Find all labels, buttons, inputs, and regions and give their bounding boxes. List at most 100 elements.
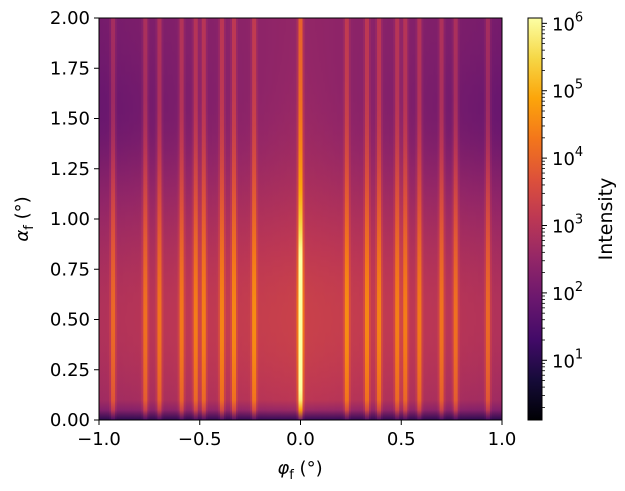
heatmap-column: [389, 18, 392, 420]
heatmap-column: [336, 18, 340, 420]
heatmap-column: [242, 18, 245, 420]
heatmap-column: [340, 18, 344, 420]
heatmap-column: [207, 18, 211, 420]
heatmap-column: [215, 18, 219, 420]
heatmap-column: [127, 18, 130, 420]
heatmap-column: [268, 18, 271, 420]
heatmap-column: [435, 18, 439, 420]
heatmap-column: [427, 18, 431, 420]
y-tick-label: 1.25: [50, 159, 90, 180]
heatmap-column: [373, 18, 376, 420]
heatmap-column: [497, 18, 501, 420]
heatmap-column: [278, 18, 281, 420]
heatmap-column: [173, 18, 177, 420]
x-axis-label: φf (°): [277, 458, 322, 483]
heatmap-column: [213, 18, 217, 420]
heatmap-column: [453, 18, 457, 420]
heatmap-column: [252, 18, 255, 420]
heatmap-column: [119, 18, 122, 420]
heatmap-column: [175, 18, 179, 420]
heatmap-column: [399, 18, 402, 420]
heatmap-column: [326, 18, 330, 420]
heatmap-column: [264, 18, 267, 420]
heatmap-column: [425, 18, 429, 420]
heatmap-column: [354, 18, 358, 420]
heatmap-column: [123, 18, 126, 420]
heatmap-column: [362, 18, 366, 420]
colorbar-tick-label: 101: [552, 347, 583, 372]
heatmap-column: [493, 18, 497, 420]
colorbar-ticks: 101 102 103 104 105 106: [542, 10, 583, 408]
heatmap-column: [103, 18, 106, 420]
y-tick-label: 1.00: [50, 209, 90, 230]
heatmap-column: [379, 18, 382, 420]
heatmap-column: [479, 18, 483, 420]
heatmap-column: [381, 18, 384, 420]
heatmap-column: [135, 18, 138, 420]
heatmap-column: [437, 18, 441, 420]
heatmap-column: [246, 18, 249, 420]
heatmap-column: [431, 18, 435, 420]
heatmap-column: [304, 18, 308, 420]
heatmap-column: [217, 18, 221, 420]
heatmap-column: [457, 18, 461, 420]
heatmap-column: [467, 18, 471, 420]
heatmap-column: [473, 18, 477, 420]
heatmap-column: [320, 18, 324, 420]
heatmap-column: [165, 18, 169, 420]
heatmap-column: [286, 18, 290, 420]
heatmap-column: [193, 18, 197, 420]
heatmap-column: [258, 18, 261, 420]
heatmap-column: [288, 18, 292, 420]
heatmap-column: [234, 18, 237, 420]
x-tick-label: −1.0: [77, 429, 121, 450]
heatmap-column: [229, 18, 233, 420]
heatmap-column: [129, 18, 132, 420]
heatmap-column: [254, 18, 257, 420]
heatmap-column: [332, 18, 336, 420]
heatmap-column: [375, 18, 378, 420]
heatmap-column: [197, 18, 201, 420]
heatmap-column: [163, 18, 167, 420]
heatmap-column: [447, 18, 451, 420]
colorbar: [527, 17, 543, 421]
heatmap-column: [280, 18, 283, 420]
heatmap-column: [201, 18, 205, 420]
heatmap-column: [272, 18, 275, 420]
heatmap-column: [455, 18, 459, 420]
heatmap-column: [225, 18, 229, 420]
heatmap-column: [284, 18, 287, 420]
heatmap-column: [153, 18, 157, 420]
heatmap-column: [219, 18, 223, 420]
heatmap-column: [318, 18, 322, 420]
heatmap-column: [485, 18, 489, 420]
heatmap-column: [475, 18, 479, 420]
heatmap-column: [205, 18, 209, 420]
heatmap-column: [371, 18, 374, 420]
y-tick-label: 0.50: [50, 310, 90, 331]
heatmap-column: [308, 18, 312, 420]
heatmap-column: [292, 18, 296, 420]
heatmap-column: [487, 18, 491, 420]
heatmap-column: [187, 18, 191, 420]
heatmap-column: [356, 18, 360, 420]
heatmap-column: [409, 18, 412, 420]
heatmap-column: [256, 18, 259, 420]
heatmap-column: [314, 18, 318, 420]
heatmap-column: [413, 18, 416, 420]
heatmap-column: [179, 18, 183, 420]
heatmap-column: [401, 18, 404, 420]
heatmap-column: [495, 18, 499, 420]
heatmap-column: [449, 18, 453, 420]
x-tick-label: −0.5: [178, 429, 222, 450]
x-tick-label: 0.0: [286, 429, 315, 450]
heatmap-column: [203, 18, 207, 420]
heatmap-column: [199, 18, 203, 420]
heatmap-column: [441, 18, 445, 420]
heatmap-column: [469, 18, 473, 420]
heatmap-column: [177, 18, 181, 420]
colorbar-tick-label: 105: [552, 78, 583, 103]
heatmap-column: [346, 18, 350, 420]
heatmap-column: [131, 18, 134, 420]
y-tick-label: 1.50: [50, 109, 90, 130]
